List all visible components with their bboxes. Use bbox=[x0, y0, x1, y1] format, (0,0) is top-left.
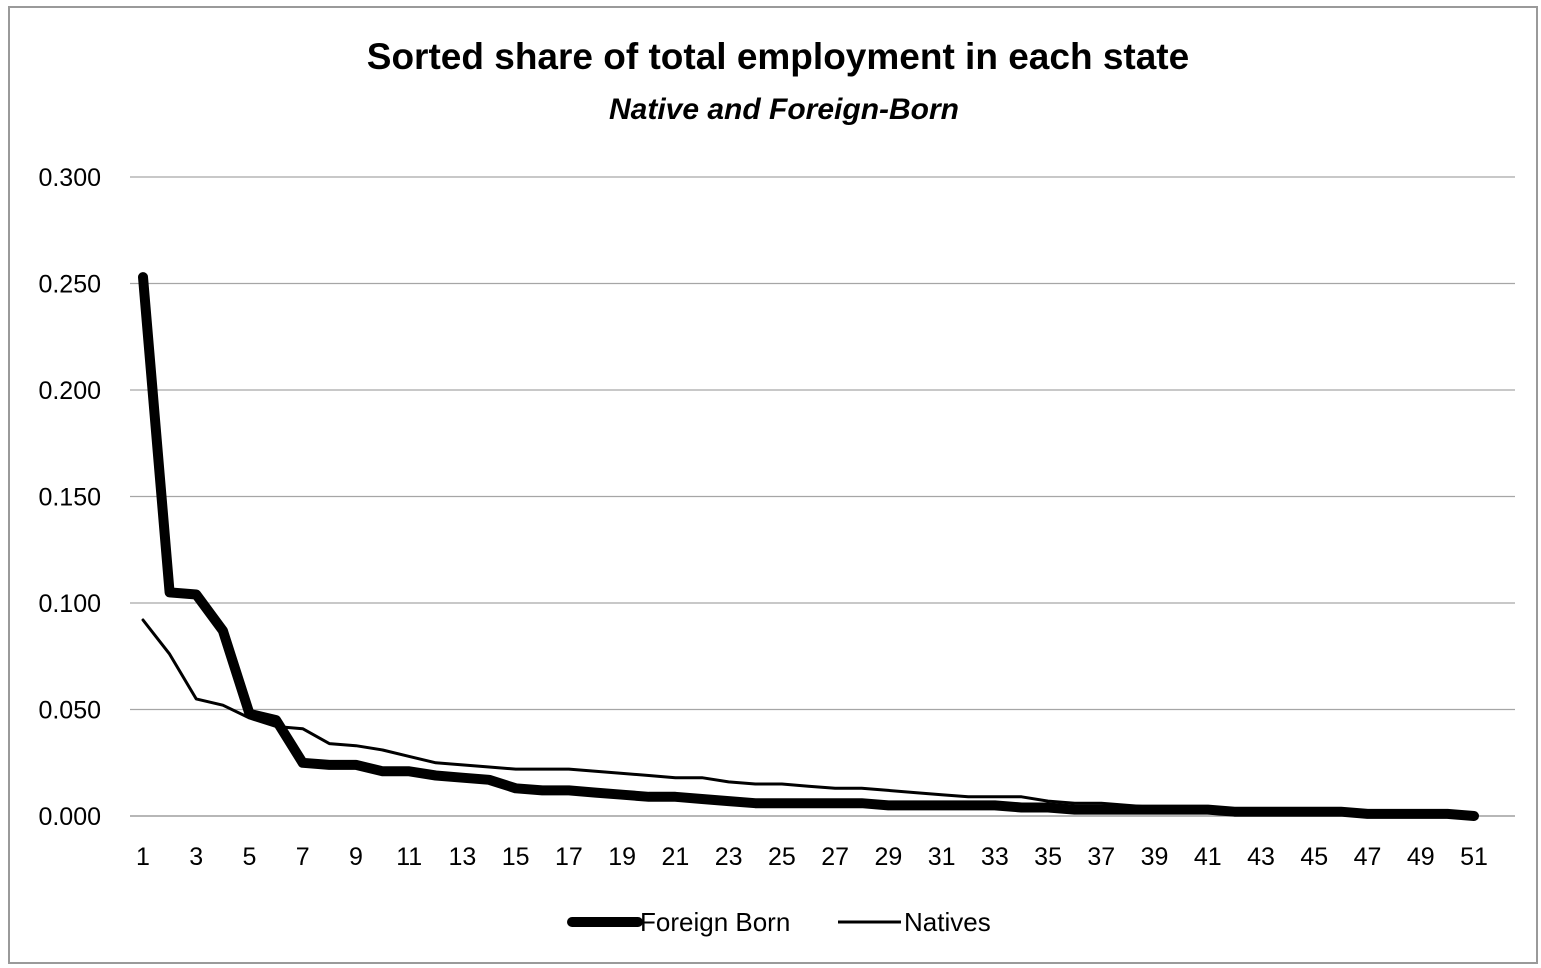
x-tick-label: 9 bbox=[349, 843, 363, 871]
y-tick-label: 0.200 bbox=[38, 377, 101, 405]
x-tick-label: 41 bbox=[1194, 843, 1222, 871]
y-tick-label: 0.000 bbox=[38, 803, 101, 831]
series-line-natives bbox=[141, 618, 1476, 816]
x-tick-label: 13 bbox=[449, 843, 477, 871]
series-line-foreign-born bbox=[138, 272, 1479, 821]
x-tick-label: 11 bbox=[396, 843, 422, 871]
x-tick-label: 23 bbox=[715, 843, 743, 871]
x-tick-label: 33 bbox=[981, 843, 1009, 871]
x-tick-label: 43 bbox=[1247, 843, 1275, 871]
x-tick-label: 37 bbox=[1087, 843, 1115, 871]
y-tick-label: 0.050 bbox=[38, 697, 101, 725]
legend: Foreign Born Natives bbox=[567, 907, 991, 937]
series-lines bbox=[138, 272, 1479, 821]
x-tick-label: 35 bbox=[1034, 843, 1062, 871]
chart-title: Sorted share of total employment in each… bbox=[366, 36, 1190, 77]
x-tick-label: 49 bbox=[1407, 843, 1435, 871]
y-axis-ticks: 0.000 0.050 0.100 0.150 0.200 0.250 0.300 bbox=[38, 164, 101, 831]
x-tick-label: 39 bbox=[1141, 843, 1169, 871]
x-tick-label: 47 bbox=[1354, 843, 1382, 871]
x-tick-label: 45 bbox=[1300, 843, 1328, 871]
y-tick-label: 0.100 bbox=[38, 590, 101, 618]
x-tick-label: 25 bbox=[768, 843, 796, 871]
x-tick-label: 15 bbox=[502, 843, 530, 871]
x-tick-label: 1 bbox=[136, 843, 150, 871]
x-tick-label: 7 bbox=[296, 843, 310, 871]
y-tick-label: 0.300 bbox=[38, 164, 101, 192]
x-tick-label: 5 bbox=[243, 843, 257, 871]
y-tick-label: 0.150 bbox=[38, 484, 101, 512]
x-tick-label: 51 bbox=[1460, 843, 1488, 871]
x-tick-label: 31 bbox=[928, 843, 956, 871]
x-tick-label: 17 bbox=[555, 843, 583, 871]
x-tick-label: 3 bbox=[189, 843, 203, 871]
gridlines bbox=[130, 176, 1515, 817]
chart-subtitle: Native and Foreign-Born bbox=[608, 93, 960, 126]
legend-foreign-born-label: Foreign Born bbox=[640, 907, 790, 937]
y-tick-label: 0.250 bbox=[38, 271, 101, 299]
x-tick-label: 19 bbox=[608, 843, 636, 871]
legend-natives-label: Natives bbox=[904, 907, 991, 937]
x-tick-label: 29 bbox=[874, 843, 902, 871]
x-tick-label: 27 bbox=[821, 843, 849, 871]
x-tick-label: 21 bbox=[661, 843, 689, 871]
x-axis-ticks: 1 3 5 7 9 11 13 15 17 19 21 23 25 27 29 31 33 35 37 39 41 43 4… bbox=[136, 843, 1488, 871]
